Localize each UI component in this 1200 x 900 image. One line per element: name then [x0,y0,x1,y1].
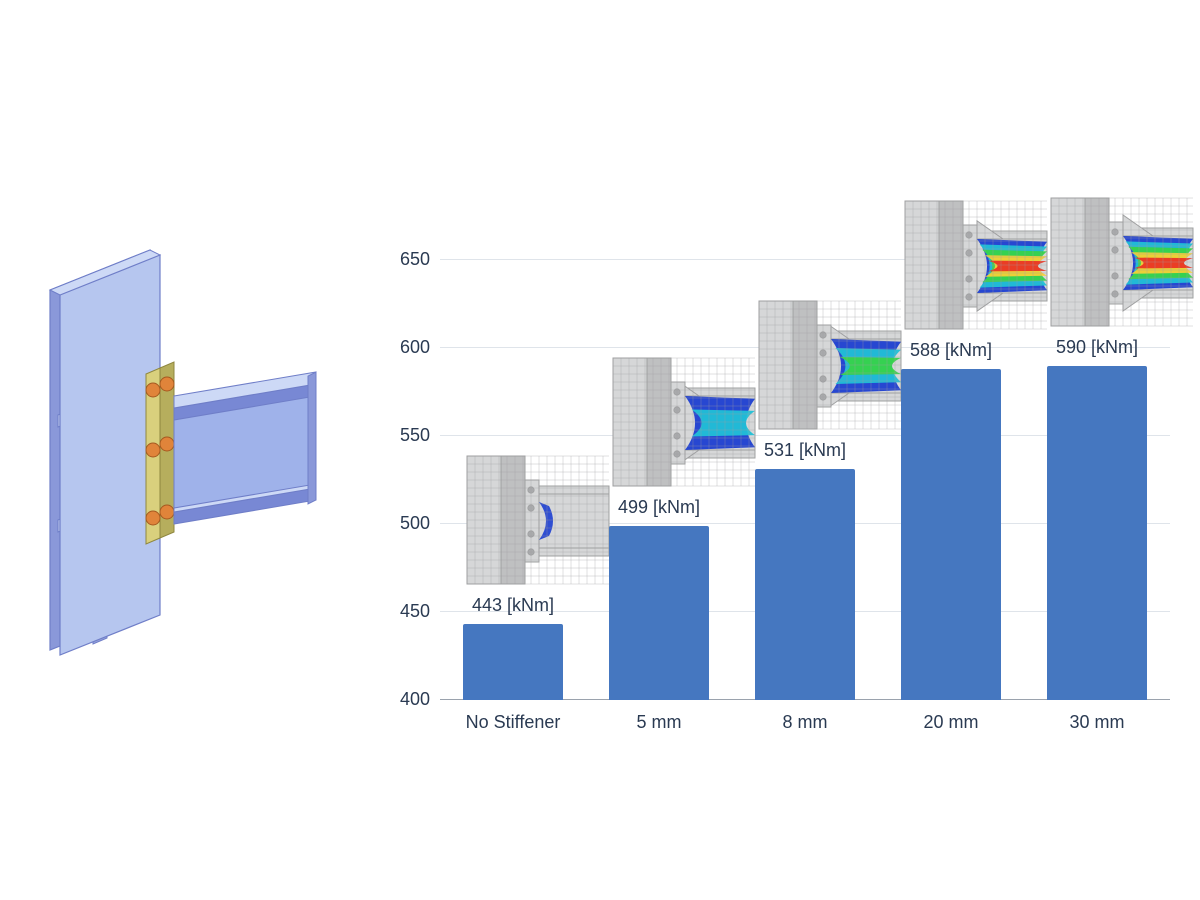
bar-thumbnail [891,195,1051,335]
fe-thumbnail [599,352,759,492]
bar-slot: 443 [kNm]No Stiffener [463,260,563,700]
connection-svg [40,240,320,700]
bar-value-label: 499 [kNm] [579,497,739,518]
bar-value-label: 588 [kNm] [871,340,1031,361]
y-tick-label: 600 [400,337,440,358]
bar-category-label: 30 mm [1017,700,1177,733]
bar [463,624,563,700]
bar-value-label: 531 [kNm] [725,440,885,461]
stiffener-chart: 443 [kNm]No Stiffener499 [kNm]5 mm531 [k… [390,260,1180,740]
bar-category-label: 20 mm [871,700,1031,733]
y-tick-label: 650 [400,249,440,270]
bar-value-label: 590 [kNm] [1017,337,1177,358]
bar-thumbnail [453,450,613,590]
bar-category-label: 8 mm [725,700,885,733]
y-tick-label: 550 [400,425,440,446]
beam-end-cap [308,372,316,504]
fe-thumbnail [1037,192,1197,332]
bar-thumbnail [1037,192,1197,332]
bar-slot: 588 [kNm]20 mm [901,260,1001,700]
bar-thumbnail [599,352,759,492]
bar [609,526,709,700]
bars-container: 443 [kNm]No Stiffener 499 [kNm]5 mm 531 [k… [440,260,1170,700]
bar [755,469,855,700]
fe-thumbnail [453,450,613,590]
bar [901,369,1001,700]
bar-slot: 531 [kNm]8 mm [755,260,855,700]
bar-slot: 499 [kNm]5 mm [609,260,709,700]
bar [1047,366,1147,700]
bar-thumbnail [745,295,905,435]
bar-category-label: 5 mm [579,700,739,733]
fe-thumbnail [745,295,905,435]
y-tick-label: 500 [400,513,440,534]
bar-value-label: 443 [kNm] [433,595,593,616]
bar-category-label: No Stiffener [433,700,593,733]
bar-slot: 590 [kNm]30 mm [1047,260,1147,700]
connection-render [40,240,320,705]
plot-area: 443 [kNm]No Stiffener 499 [kNm]5 mm 531 [k… [440,260,1180,700]
column-front-flange [60,255,160,655]
fe-thumbnail [891,195,1051,335]
